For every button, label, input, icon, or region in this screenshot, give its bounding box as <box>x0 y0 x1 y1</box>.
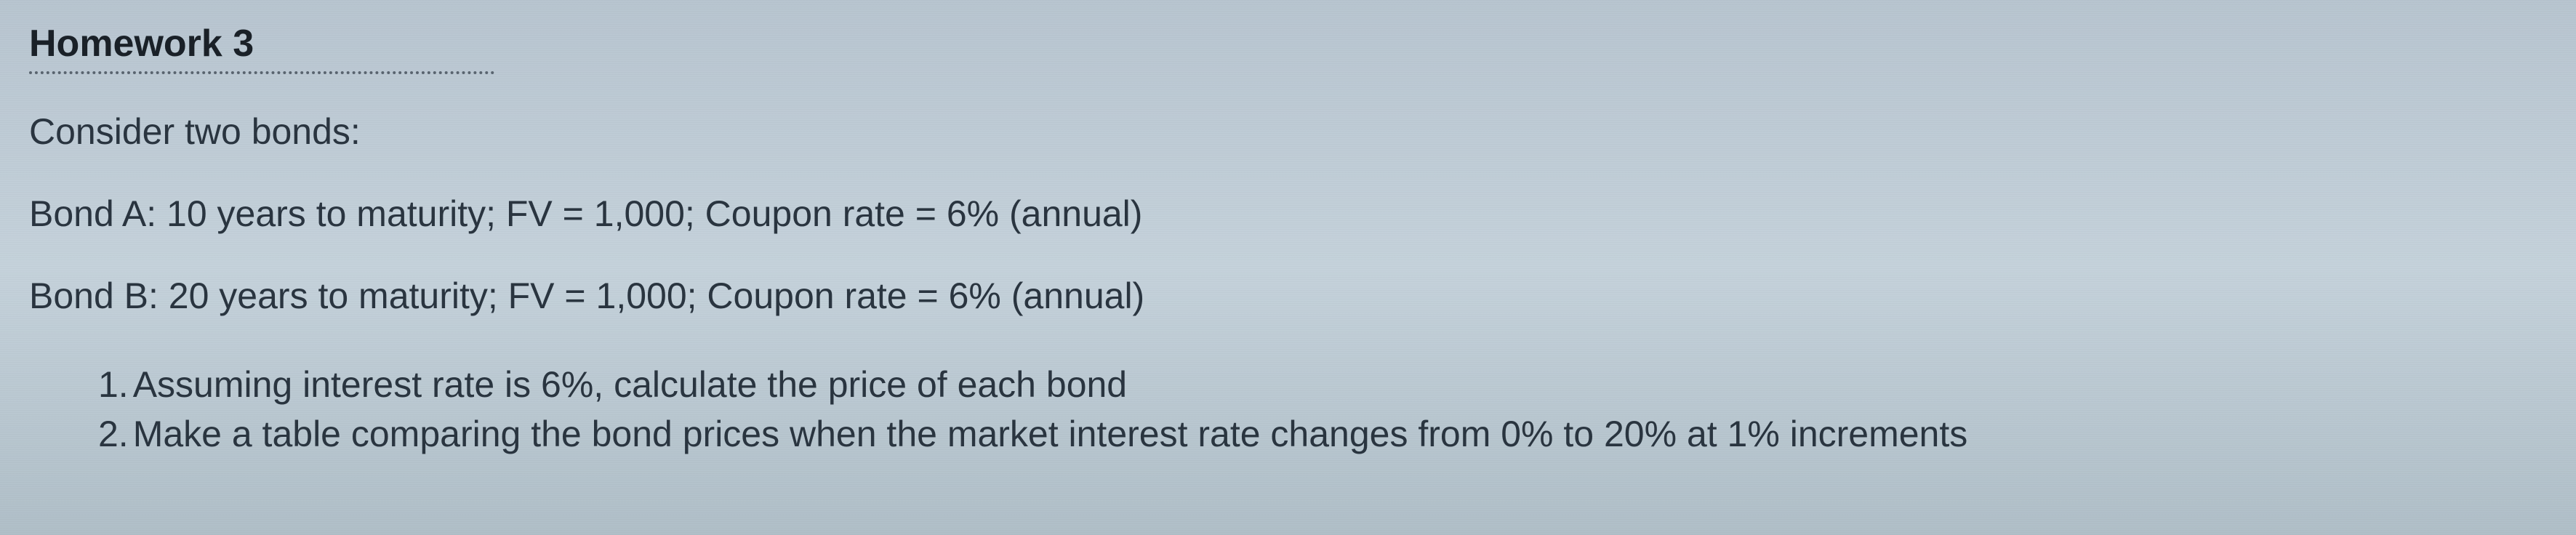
question-1-text: Assuming interest rate is 6%, calculate … <box>133 364 1127 405</box>
question-1: 1.Assuming interest rate is 6%, calculat… <box>98 361 2547 410</box>
bond-b-description: Bond B: 20 years to maturity; FV = 1,000… <box>29 275 2547 317</box>
question-2: 2.Make a table comparing the bond prices… <box>98 410 2547 459</box>
question-1-number: 1. <box>98 361 129 410</box>
question-list: 1.Assuming interest rate is 6%, calculat… <box>29 361 2547 459</box>
question-2-number: 2. <box>98 410 129 459</box>
homework-title: Homework 3 <box>29 22 494 74</box>
bond-a-description: Bond A: 10 years to maturity; FV = 1,000… <box>29 193 2547 235</box>
intro-text: Consider two bonds: <box>29 110 2547 153</box>
question-2-text: Make a table comparing the bond prices w… <box>133 414 1968 454</box>
